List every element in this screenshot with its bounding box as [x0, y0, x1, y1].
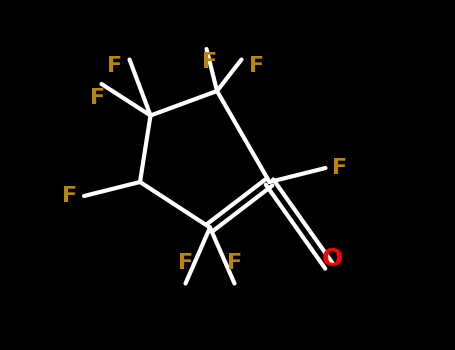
Text: F: F	[227, 253, 242, 273]
Text: F: F	[202, 52, 217, 72]
Text: F: F	[178, 253, 193, 273]
Text: F: F	[248, 56, 263, 76]
Text: F: F	[62, 186, 77, 206]
Text: F: F	[333, 158, 348, 178]
Text: F: F	[91, 88, 106, 107]
Text: O: O	[322, 247, 343, 271]
Text: F: F	[107, 56, 122, 76]
